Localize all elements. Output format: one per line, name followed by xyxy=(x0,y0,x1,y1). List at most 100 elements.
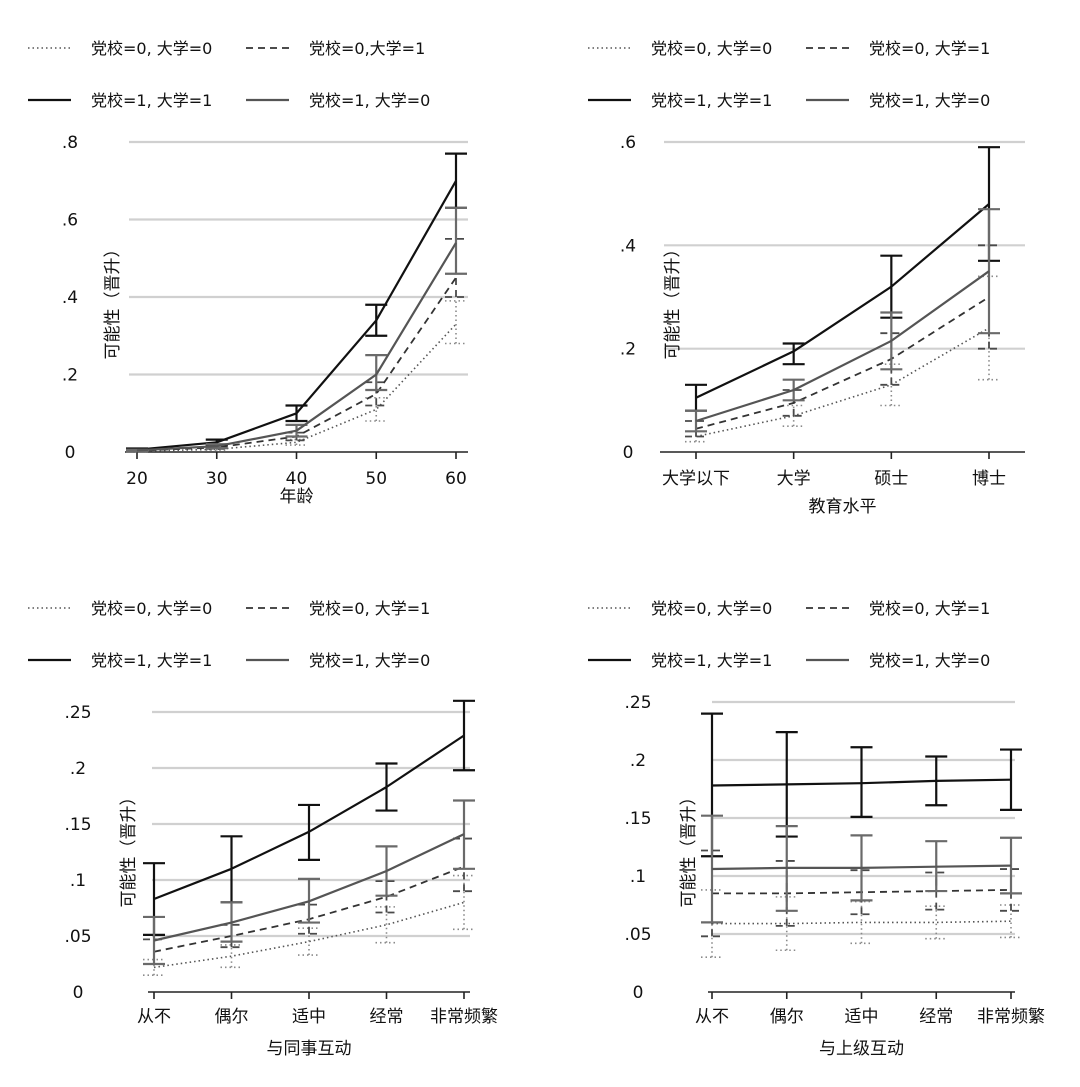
legend-label: 党校=0,大学=1 xyxy=(309,39,425,58)
series-line xyxy=(695,270,990,423)
legend-item: 党校=1, 大学=0 xyxy=(246,651,430,670)
legend-label: 党校=1, 大学=1 xyxy=(651,91,772,110)
y-tick-label: .15 xyxy=(624,809,651,829)
legend-label: 党校=0, 大学=0 xyxy=(651,39,772,58)
series-1 xyxy=(685,275,1000,443)
error-bar xyxy=(775,896,798,952)
error-bar xyxy=(782,342,805,366)
chart-panel-4: 党校=0, 大学=0 党校=0, 大学=1 党校=1, 大学=1 党校=1, 大学=0… xyxy=(588,599,1045,1059)
x-tick-label: 适中 xyxy=(292,1007,326,1027)
x-tick-label: 大学以下 xyxy=(662,469,730,489)
error-bar xyxy=(375,906,398,944)
x-tick-label: 大学 xyxy=(777,469,811,489)
legend-label: 党校=0, 大学=1 xyxy=(869,599,990,618)
error-bar xyxy=(850,746,873,818)
y-tick-label: .4 xyxy=(62,288,78,308)
x-tick-label: 偶尔 xyxy=(215,1007,249,1027)
chart-panel-1: 党校=0, 大学=0 党校=0,大学=1 党校=1, 大学=1 党校=1, 大学=0 0… xyxy=(28,39,468,507)
legend-item: 党校=1, 大学=1 xyxy=(588,91,772,110)
y-tick-label: 0 xyxy=(65,443,76,463)
legend-item: 党校=0, 大学=0 xyxy=(28,599,212,618)
series-4 xyxy=(126,206,467,453)
legend-item: 党校=0, 大学=0 xyxy=(588,39,772,58)
x-tick-label: 30 xyxy=(206,469,228,489)
series-line xyxy=(153,833,465,942)
error-bar xyxy=(880,363,903,407)
x-tick-label: 20 xyxy=(126,469,148,489)
legend-label: 党校=1, 大学=1 xyxy=(91,651,212,670)
series-3 xyxy=(685,146,1000,412)
y-tick-label: .1 xyxy=(70,871,86,891)
series-line xyxy=(136,180,457,451)
series-line xyxy=(695,327,990,438)
legend-item: 党校=0, 大学=1 xyxy=(806,599,990,618)
legend-label: 党校=1, 大学=0 xyxy=(869,91,990,110)
y-tick-label: .05 xyxy=(624,925,651,945)
y-axis-title: 可能性（晋升） xyxy=(119,789,139,908)
series-1 xyxy=(701,889,1022,959)
legend-item: 党校=0, 大学=0 xyxy=(28,39,212,58)
legend-item: 党校=0,大学=1 xyxy=(246,39,425,58)
x-tick-label: 硕士 xyxy=(874,469,908,489)
y-tick-label: .2 xyxy=(70,759,86,779)
legend-label: 党校=1, 大学=0 xyxy=(309,91,430,110)
y-tick-label: 0 xyxy=(633,983,644,1003)
y-tick-label: .15 xyxy=(64,815,91,835)
legend-item: 党校=1, 大学=0 xyxy=(246,91,430,110)
series-line xyxy=(712,920,1012,925)
legend: 党校=0, 大学=0 党校=0,大学=1 党校=1, 大学=1 党校=1, 大学=0 xyxy=(28,39,430,110)
y-tick-label: .6 xyxy=(62,211,78,231)
legend-item: 党校=0, 大学=1 xyxy=(806,39,990,58)
y-tick-label: .2 xyxy=(630,751,646,771)
x-tick-label: 60 xyxy=(445,469,467,489)
y-tick-label: .8 xyxy=(62,133,78,153)
legend-item: 党校=1, 大学=1 xyxy=(28,91,212,110)
error-bar xyxy=(701,814,723,924)
y-tick-label: .05 xyxy=(64,927,91,947)
legend-label: 党校=1, 大学=0 xyxy=(869,651,990,670)
y-tick-label: .1 xyxy=(630,867,646,887)
series-4 xyxy=(701,814,1022,924)
error-bar xyxy=(701,889,723,959)
error-bar xyxy=(445,300,467,345)
y-tick-label: 0 xyxy=(623,443,634,463)
x-tick-label: 40 xyxy=(286,469,308,489)
error-bar xyxy=(1000,868,1022,912)
y-axis-title: 可能性（晋升） xyxy=(679,789,699,908)
y-tick-label: 0 xyxy=(73,983,84,1003)
error-bar xyxy=(298,927,320,956)
series-4 xyxy=(685,208,1000,433)
error-bar xyxy=(445,206,467,275)
error-bar xyxy=(445,152,467,209)
x-tick-label: 非常频繁 xyxy=(977,1007,1045,1027)
series-line xyxy=(695,296,990,430)
legend: 党校=0, 大学=0 党校=0, 大学=1 党校=1, 大学=1 党校=1, 大学=0 xyxy=(28,599,430,670)
error-bar xyxy=(453,874,475,931)
legend-label: 党校=1, 大学=1 xyxy=(651,651,772,670)
legend-item: 党校=1, 大学=1 xyxy=(28,651,212,670)
series-4 xyxy=(143,799,475,966)
error-bar xyxy=(220,944,243,969)
legend-item: 党校=1, 大学=1 xyxy=(588,651,772,670)
series-line xyxy=(711,864,1012,871)
x-axis-title: 教育水平 xyxy=(809,497,877,517)
legend-label: 党校=1, 大学=1 xyxy=(91,91,212,110)
series-line xyxy=(695,203,990,399)
series-3 xyxy=(126,152,467,452)
x-tick-label: 非常频繁 xyxy=(430,1007,498,1027)
y-axis-title: 可能性（晋升） xyxy=(103,241,123,360)
legend-label: 党校=0, 大学=1 xyxy=(309,599,430,618)
series-1 xyxy=(143,874,475,977)
x-axis-title: 与上级互动 xyxy=(819,1039,904,1059)
legend-label: 党校=1, 大学=0 xyxy=(309,651,430,670)
x-tick-label: 经常 xyxy=(370,1007,404,1027)
x-tick-label: 经常 xyxy=(919,1007,953,1027)
legend-item: 党校=0, 大学=1 xyxy=(246,599,430,618)
legend: 党校=0, 大学=0 党校=0, 大学=1 党校=1, 大学=1 党校=1, 大学=0 xyxy=(588,39,990,110)
legend-label: 党校=0, 大学=1 xyxy=(869,39,990,58)
x-tick-label: 偶尔 xyxy=(770,1007,804,1027)
error-bar xyxy=(925,905,948,940)
legend: 党校=0, 大学=0 党校=0, 大学=1 党校=1, 大学=1 党校=1, 大学=0 xyxy=(588,599,990,670)
series-line xyxy=(153,734,465,901)
